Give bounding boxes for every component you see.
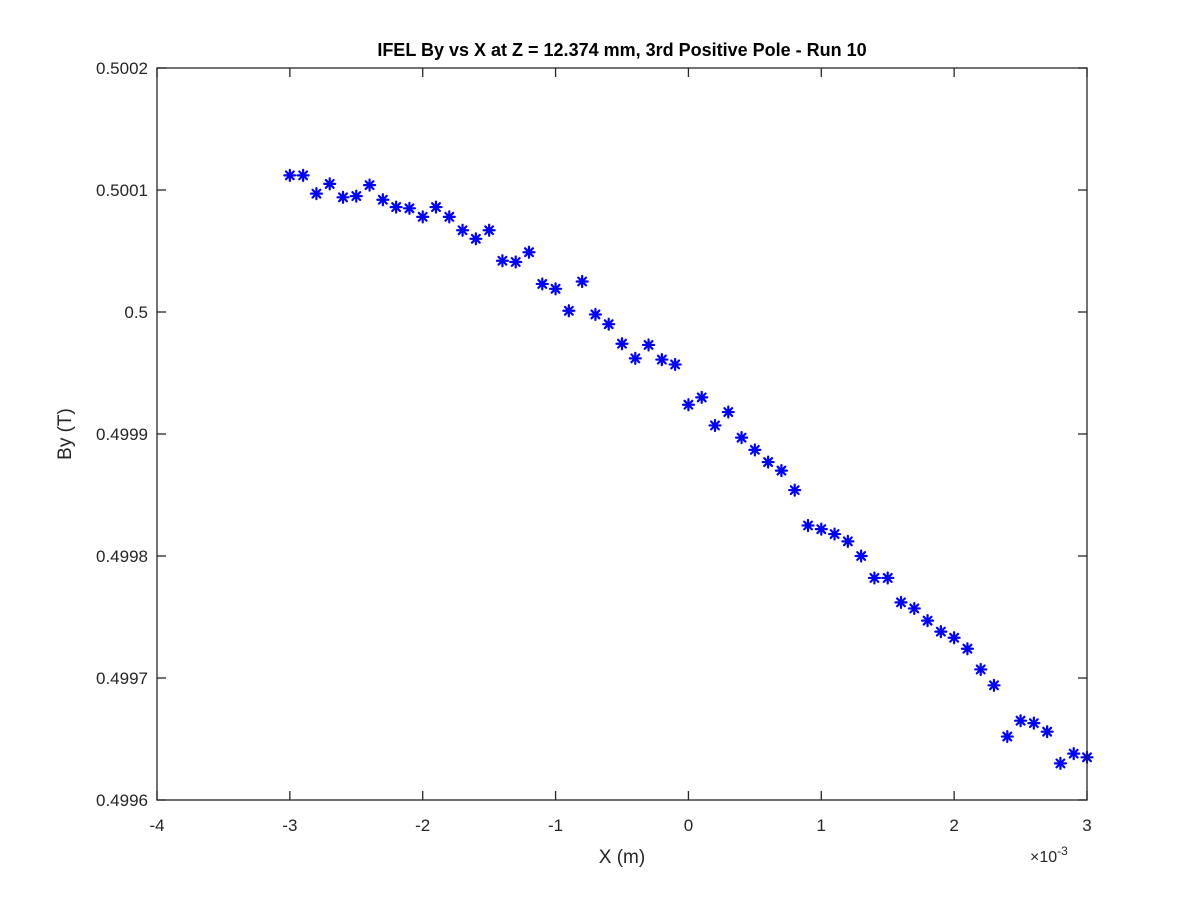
- data-point: [602, 317, 616, 331]
- x-tick-label: 2: [949, 816, 958, 835]
- data-point: [814, 522, 828, 536]
- data-point: [1013, 714, 1028, 728]
- chart-title: IFEL By vs X at Z = 12.374 mm, 3rd Posit…: [377, 40, 866, 60]
- x-tick-label: -3: [282, 816, 297, 835]
- data-point: [681, 398, 696, 412]
- data-point: [894, 595, 908, 609]
- data-point: [362, 178, 377, 192]
- data-point: [548, 282, 563, 296]
- data-point: [416, 210, 430, 224]
- axes-frame: [156, 67, 1088, 801]
- data-point: [442, 210, 456, 224]
- x-tick-label: -4: [149, 816, 164, 835]
- data-point: [283, 168, 297, 182]
- y-tick-label: 0.4999: [96, 425, 148, 444]
- y-axis: 0.4996 0.4997 0.4998 0.4999 0.5 0.5001 0.5002: [96, 59, 1087, 810]
- data-point: [748, 443, 762, 457]
- data-point: [920, 614, 935, 628]
- data-point: [615, 337, 629, 351]
- data-point: [907, 601, 921, 616]
- plot-area: [157, 68, 1087, 800]
- data-point: [509, 255, 523, 269]
- y-tick-label: 0.5: [124, 303, 148, 322]
- data-point: [947, 631, 961, 645]
- y-tick-label: 0.4997: [96, 669, 148, 688]
- data-point: [960, 642, 975, 656]
- data-series: [283, 168, 1094, 771]
- data-point: [402, 201, 417, 215]
- x-tick-label: -2: [415, 816, 430, 835]
- data-point: [987, 678, 1001, 692]
- data-point: [429, 200, 443, 214]
- y-tick-label: 0.5002: [96, 59, 148, 78]
- data-point: [827, 527, 842, 541]
- data-point: [734, 431, 749, 445]
- x-axis-exponent-base: ×10: [1030, 849, 1057, 866]
- data-point: [655, 352, 669, 367]
- data-point: [668, 357, 682, 372]
- data-point: [641, 338, 656, 352]
- data-point: [1040, 725, 1054, 739]
- data-point: [788, 483, 802, 497]
- data-point: [695, 390, 709, 404]
- data-point: [1053, 756, 1068, 771]
- data-point: [1067, 747, 1081, 761]
- data-point: [628, 351, 642, 365]
- x-axis-label: X (m): [599, 847, 645, 868]
- data-point: [522, 245, 536, 259]
- x-axis-exponent: ×10-3: [1030, 844, 1068, 866]
- data-point: [469, 232, 483, 246]
- data-point: [801, 518, 815, 533]
- y-tick-label: 0.4996: [96, 791, 148, 810]
- data-point: [323, 177, 337, 191]
- x-tick-label: 1: [817, 816, 826, 835]
- data-point: [708, 418, 722, 433]
- y-tick-label: 0.5001: [96, 181, 148, 200]
- data-point: [881, 571, 895, 585]
- data-point: [721, 405, 735, 419]
- x-tick-label: -1: [548, 816, 563, 835]
- data-point: [1000, 729, 1014, 744]
- data-point: [349, 189, 363, 203]
- data-point: [841, 534, 855, 548]
- data-point: [588, 307, 603, 322]
- data-point: [336, 190, 350, 204]
- data-point: [867, 571, 882, 585]
- x-axis: -4 -3 -2 -1 0 1 2 3: [149, 68, 1092, 835]
- data-point: [535, 277, 549, 291]
- data-point: [854, 549, 868, 563]
- data-point: [774, 464, 789, 478]
- data-point: [1027, 716, 1041, 730]
- x-tick-label: 3: [1082, 816, 1091, 835]
- data-point: [934, 625, 948, 639]
- data-point: [296, 168, 310, 182]
- data-point: [575, 274, 589, 289]
- x-axis-exponent-power: -3: [1057, 844, 1068, 858]
- data-point: [376, 193, 390, 207]
- data-point: [309, 187, 324, 201]
- data-point: [495, 254, 510, 268]
- data-point: [761, 455, 775, 469]
- data-point: [455, 223, 470, 237]
- x-tick-label: 0: [684, 816, 693, 835]
- data-point: [482, 223, 496, 237]
- data-point: [974, 662, 988, 677]
- data-point: [562, 304, 576, 318]
- y-tick-label: 0.4998: [96, 547, 148, 566]
- data-point: [389, 200, 403, 214]
- y-axis-label: By (T): [55, 408, 76, 460]
